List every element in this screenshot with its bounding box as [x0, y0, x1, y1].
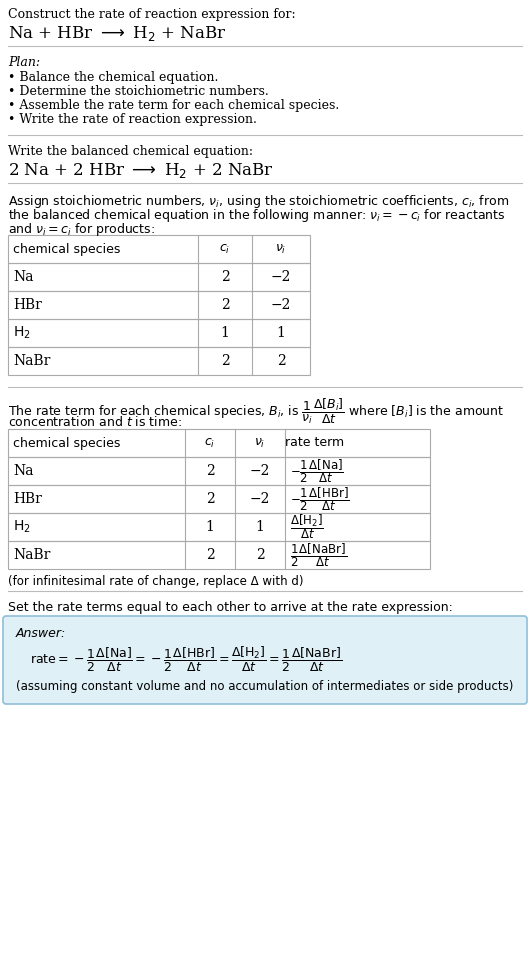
Text: • Balance the chemical equation.: • Balance the chemical equation. [8, 71, 218, 84]
Text: HBr: HBr [13, 298, 42, 312]
Text: Construct the rate of reaction expression for:: Construct the rate of reaction expressio… [8, 8, 296, 21]
Text: (for infinitesimal rate of change, replace Δ with d): (for infinitesimal rate of change, repla… [8, 575, 304, 588]
Text: −2: −2 [271, 298, 291, 312]
Bar [8, 319, 310, 347]
Text: • Determine the stoichiometric numbers.: • Determine the stoichiometric numbers. [8, 85, 269, 98]
Text: Answer:: Answer: [16, 627, 66, 640]
Bar [8, 457, 430, 485]
Text: 2: 2 [206, 548, 214, 562]
Text: $\mathrm{rate} = -\dfrac{1}{2}\dfrac{\Delta[\mathrm{Na}]}{\Delta t} = -\dfrac{1}: $\mathrm{rate} = -\dfrac{1}{2}\dfrac{\De… [30, 645, 342, 674]
Text: 2: 2 [206, 492, 214, 506]
Text: $\dfrac{1}{2}\dfrac{\Delta[\mathrm{NaBr}]}{\Delta t}$: $\dfrac{1}{2}\dfrac{\Delta[\mathrm{NaBr}… [290, 541, 347, 569]
Text: concentration and $t$ is time:: concentration and $t$ is time: [8, 415, 182, 429]
Text: Na: Na [13, 464, 33, 478]
Text: Na: Na [13, 270, 33, 284]
FancyBboxPatch shape [3, 616, 527, 704]
Text: −2: −2 [271, 270, 291, 284]
Text: 1: 1 [277, 326, 286, 340]
Text: $-\dfrac{1}{2}\dfrac{\Delta[\mathrm{Na}]}{\Delta t}$: $-\dfrac{1}{2}\dfrac{\Delta[\mathrm{Na}]… [290, 457, 344, 485]
Bar [8, 513, 430, 541]
Text: (assuming constant volume and no accumulation of intermediates or side products): (assuming constant volume and no accumul… [16, 680, 514, 693]
Bar [8, 235, 310, 263]
Text: 1: 1 [220, 326, 229, 340]
Text: Plan:: Plan: [8, 56, 40, 69]
Bar [8, 291, 310, 319]
Bar [8, 541, 430, 569]
Text: 1: 1 [206, 520, 215, 534]
Text: 2: 2 [277, 354, 285, 368]
Text: $\nu_i$: $\nu_i$ [254, 436, 266, 449]
Text: $c_i$: $c_i$ [219, 242, 231, 256]
Text: NaBr: NaBr [13, 548, 50, 562]
Bar [8, 347, 310, 375]
Text: 2: 2 [255, 548, 264, 562]
Text: $\nu_i$: $\nu_i$ [275, 242, 287, 256]
Text: −2: −2 [250, 492, 270, 506]
Text: NaBr: NaBr [13, 354, 50, 368]
Text: Na + HBr $\longrightarrow$ H$_2$ + NaBr: Na + HBr $\longrightarrow$ H$_2$ + NaBr [8, 24, 226, 43]
Text: H$_2$: H$_2$ [13, 519, 31, 536]
Bar [8, 429, 430, 457]
Text: 2: 2 [206, 464, 214, 478]
Text: 2: 2 [220, 270, 229, 284]
Text: H$_2$: H$_2$ [13, 325, 31, 341]
Bar [8, 263, 310, 291]
Text: $c_i$: $c_i$ [205, 436, 216, 449]
Text: The rate term for each chemical species, $B_i$, is $\dfrac{1}{\nu_i}\dfrac{\Delt: The rate term for each chemical species,… [8, 397, 505, 426]
Text: • Write the rate of reaction expression.: • Write the rate of reaction expression. [8, 113, 257, 126]
Text: Set the rate terms equal to each other to arrive at the rate expression:: Set the rate terms equal to each other t… [8, 601, 453, 614]
Text: chemical species: chemical species [13, 242, 120, 256]
Text: $-\dfrac{1}{2}\dfrac{\Delta[\mathrm{HBr}]}{\Delta t}$: $-\dfrac{1}{2}\dfrac{\Delta[\mathrm{HBr}… [290, 485, 350, 513]
Text: 2: 2 [220, 354, 229, 368]
Text: HBr: HBr [13, 492, 42, 506]
Text: rate term: rate term [286, 436, 344, 449]
Text: 2: 2 [220, 298, 229, 312]
Bar [8, 485, 430, 513]
Text: and $\nu_i = c_i$ for products:: and $\nu_i = c_i$ for products: [8, 221, 155, 238]
Text: −2: −2 [250, 464, 270, 478]
Text: • Assemble the rate term for each chemical species.: • Assemble the rate term for each chemic… [8, 99, 339, 112]
Text: chemical species: chemical species [13, 436, 120, 449]
Text: 1: 1 [255, 520, 264, 534]
Text: Write the balanced chemical equation:: Write the balanced chemical equation: [8, 145, 253, 158]
Text: the balanced chemical equation in the following manner: $\nu_i = -c_i$ for react: the balanced chemical equation in the fo… [8, 207, 506, 224]
Text: $\dfrac{\Delta[\mathrm{H_2}]}{\Delta t}$: $\dfrac{\Delta[\mathrm{H_2}]}{\Delta t}$ [290, 512, 324, 541]
Text: Assign stoichiometric numbers, $\nu_i$, using the stoichiometric coefficients, $: Assign stoichiometric numbers, $\nu_i$, … [8, 193, 509, 210]
Text: 2 Na + 2 HBr $\longrightarrow$ H$_2$ + 2 NaBr: 2 Na + 2 HBr $\longrightarrow$ H$_2$ + 2… [8, 161, 274, 180]
